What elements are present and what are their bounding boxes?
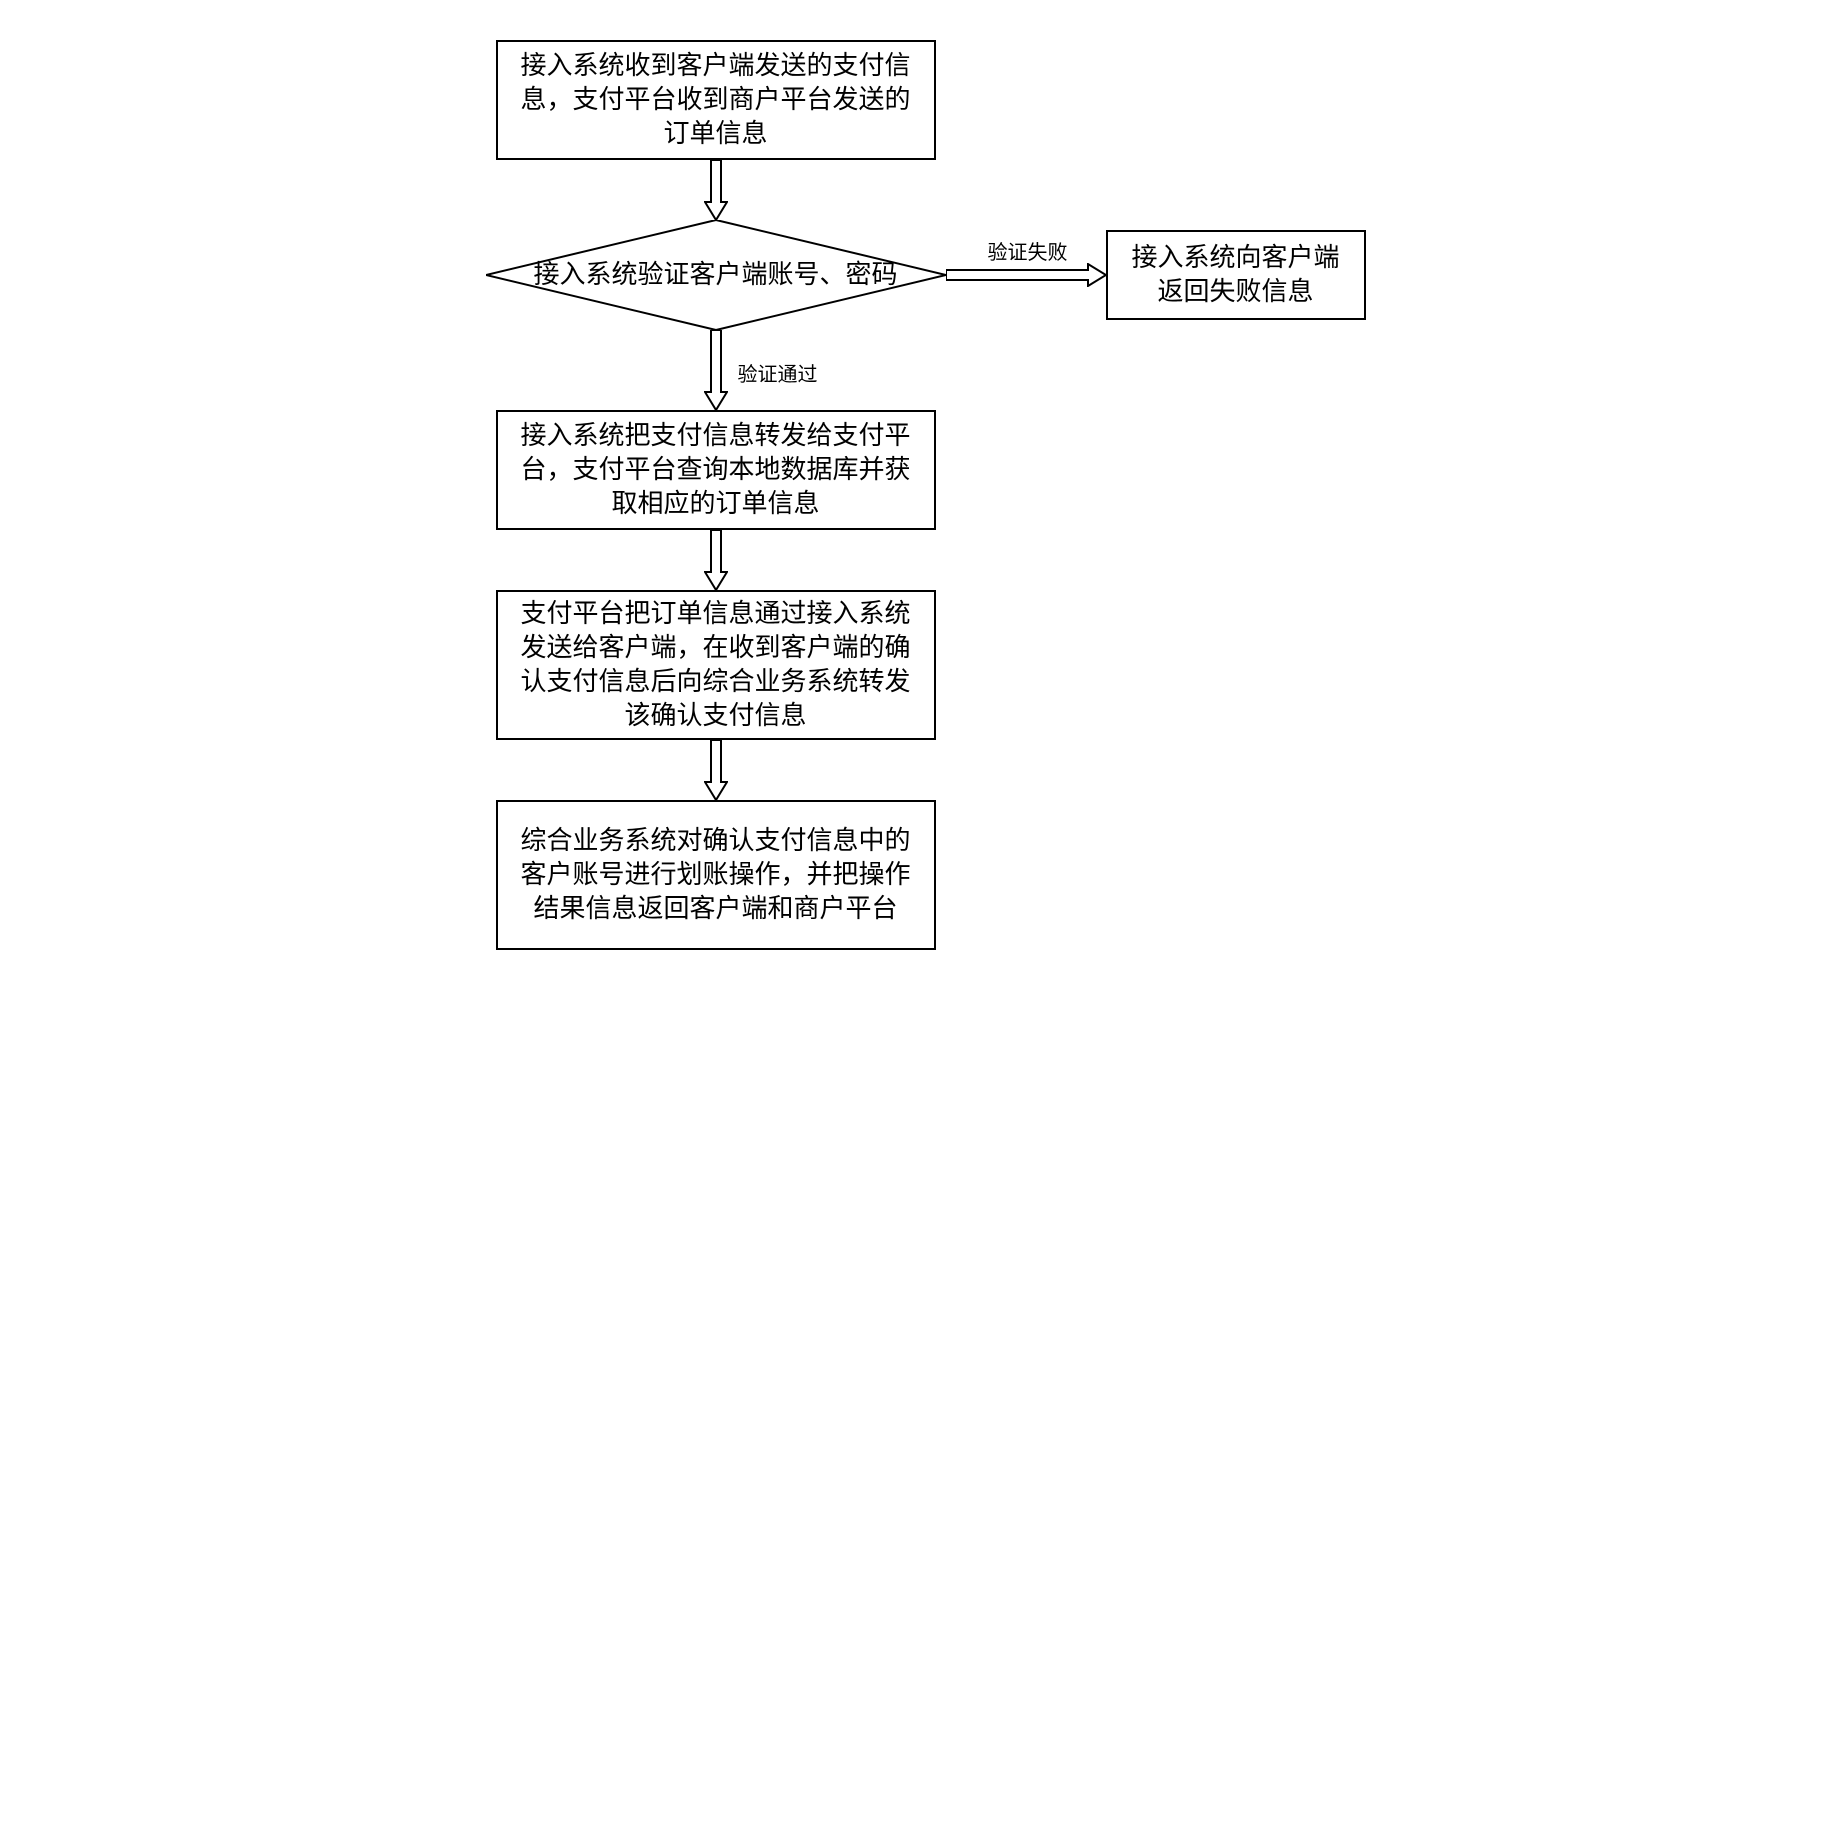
arrow-down-2 bbox=[704, 330, 728, 415]
node-text: 接入系统向客户端返回失败信息 bbox=[1120, 241, 1352, 309]
node-text: 接入系统把支付信息转发给支付平台，支付平台查询本地数据库并获取相应的订单信息 bbox=[510, 419, 922, 521]
process-node-6: 综合业务系统对确认支付信息中的客户账号进行划账操作，并把操作结果信息返回客户端和… bbox=[496, 800, 936, 950]
decision-node: 接入系统验证客户端账号、密码 bbox=[486, 220, 946, 330]
arrow-down-1 bbox=[704, 160, 728, 225]
node-text: 接入系统收到客户端发送的支付信息，支付平台收到商户平台发送的订单信息 bbox=[510, 49, 922, 151]
process-node-fail: 接入系统向客户端返回失败信息 bbox=[1106, 230, 1366, 320]
node-text: 综合业务系统对确认支付信息中的客户账号进行划账操作，并把操作结果信息返回客户端和… bbox=[510, 824, 922, 926]
edge-label-pass: 验证通过 bbox=[736, 358, 820, 387]
node-text: 支付平台把订单信息通过接入系统发送给客户端，在收到客户端的确认支付信息后向综合业… bbox=[510, 597, 922, 733]
process-node-1: 接入系统收到客户端发送的支付信息，支付平台收到商户平台发送的订单信息 bbox=[496, 40, 936, 160]
arrow-down-4 bbox=[704, 740, 728, 805]
arrow-right bbox=[946, 263, 1106, 292]
node-text: 接入系统验证客户端账号、密码 bbox=[533, 260, 897, 289]
edge-label-fail: 验证失败 bbox=[986, 236, 1070, 265]
process-node-4: 接入系统把支付信息转发给支付平台，支付平台查询本地数据库并获取相应的订单信息 bbox=[496, 410, 936, 530]
arrow-down-3 bbox=[704, 530, 728, 595]
process-node-5: 支付平台把订单信息通过接入系统发送给客户端，在收到客户端的确认支付信息后向综合业… bbox=[496, 590, 936, 740]
